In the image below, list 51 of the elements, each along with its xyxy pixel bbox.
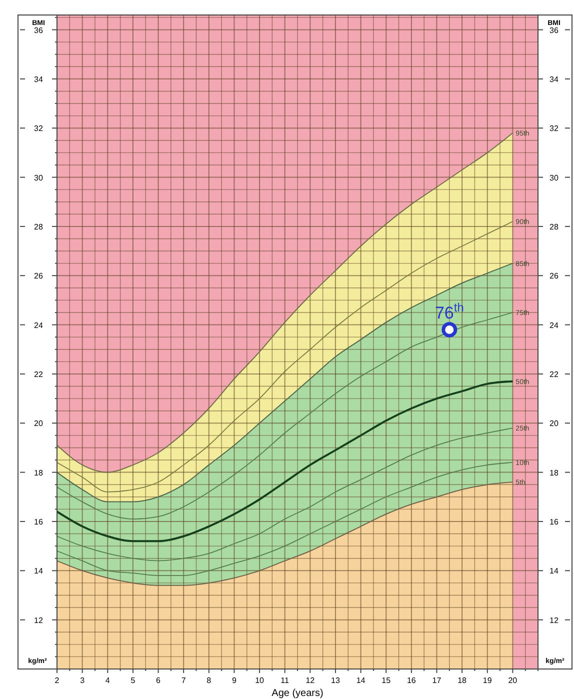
y2-tick-label: 32 — [550, 124, 559, 134]
y-tick-label: 20 — [34, 419, 44, 428]
y-tick-label: 36 — [34, 26, 44, 35]
y2-tick-label: 16 — [550, 517, 559, 526]
y-tick-label: 28 — [34, 222, 44, 232]
line-series — [56, 428, 514, 562]
y2-tick-label: 34 — [550, 74, 559, 84]
y2-tick-label: 26 — [550, 272, 559, 281]
y-tick-label: 32 — [34, 124, 44, 134]
x-tick-label: 12 — [306, 676, 316, 685]
x-tick-label: 16 — [406, 676, 416, 685]
y2-tick-label: 12 — [550, 616, 559, 625]
x-tick-label: 8 — [206, 676, 212, 685]
x-tick-label: 3 — [80, 676, 86, 685]
y-tick-label: 22 — [34, 370, 44, 379]
line-series — [56, 221, 514, 492]
x-tick-label: 5 — [130, 676, 136, 685]
x-tick-label: 18 — [458, 676, 468, 685]
y2-tick-label: 14 — [550, 566, 559, 576]
y2-tick-label: 30 — [550, 173, 559, 182]
y-tick-label: 30 — [34, 173, 44, 182]
x-tick-label: 11 — [280, 676, 290, 685]
y-tick-label: 18 — [34, 468, 44, 478]
x-tick-label: 13 — [331, 676, 340, 685]
x-tick-label: 2 — [54, 676, 60, 685]
y-tick-label: 14 — [34, 566, 44, 576]
y2-tick-label: 18 — [550, 468, 559, 478]
y2-tick-label: 28 — [550, 222, 559, 232]
x-tick-label: 20 — [508, 676, 518, 685]
y2-tick-label: 20 — [550, 419, 559, 428]
y-tick-label: 24 — [34, 320, 44, 330]
x-tick-label: 15 — [382, 676, 392, 685]
y-tick-label: 12 — [34, 616, 44, 625]
x-tick-label: 6 — [156, 676, 162, 685]
y2-tick-label: 36 — [550, 26, 559, 35]
y2-tick-label: 24 — [550, 320, 559, 330]
annotation: 76$^{th}$ — [434, 300, 464, 323]
x-tick-label: 4 — [105, 676, 110, 685]
line-series — [56, 462, 514, 576]
x-tick-label: 14 — [356, 676, 366, 685]
x-tick-label: 10 — [255, 676, 265, 685]
x-tick-label: 19 — [482, 676, 492, 685]
y-tick-label: 26 — [34, 272, 44, 281]
x-axis-title: Age (years) — [272, 688, 324, 699]
y2-tick-label: 22 — [550, 370, 559, 379]
line-series — [56, 380, 514, 542]
x-tick-label: 9 — [232, 676, 237, 685]
y-tick-label: 34 — [34, 74, 44, 84]
x-tick-label: 17 — [432, 676, 442, 685]
y-tick-label: 16 — [34, 517, 44, 526]
x-tick-label: 7 — [181, 676, 186, 685]
